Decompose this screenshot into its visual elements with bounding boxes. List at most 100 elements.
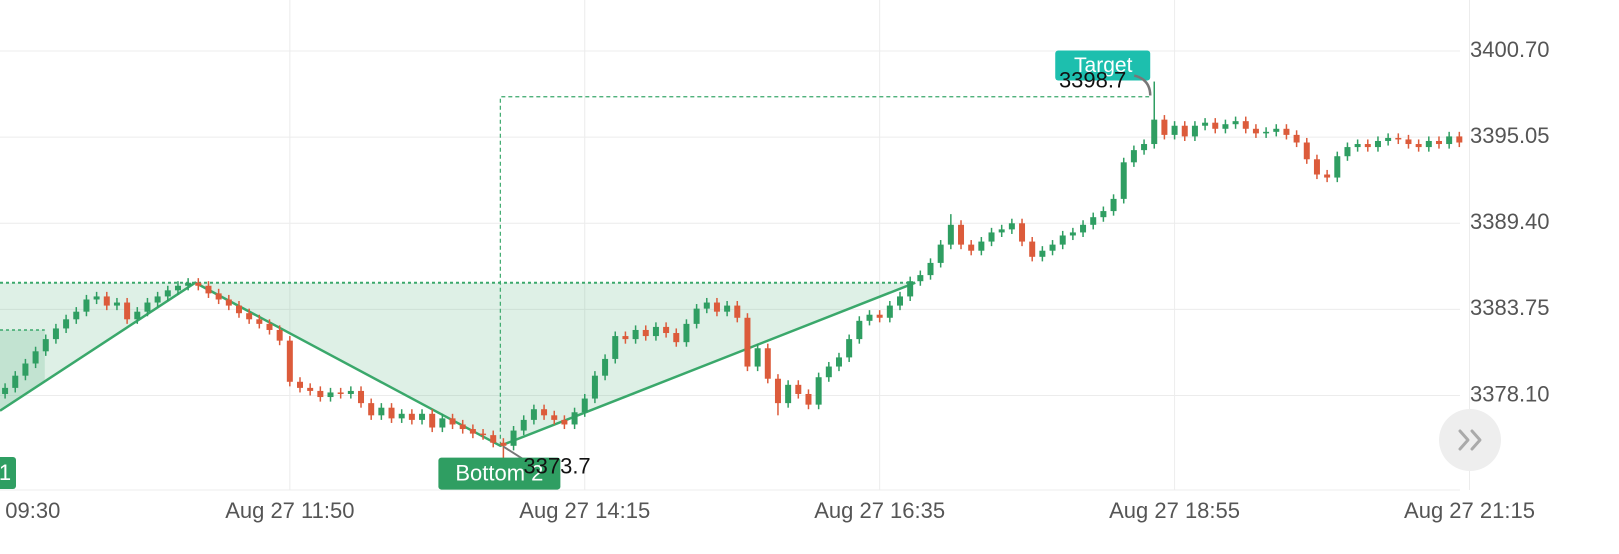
candle-body [256, 319, 263, 324]
candle-body [713, 302, 720, 312]
y-tick-label: 3389.40 [1470, 209, 1550, 234]
candle-body [764, 348, 771, 379]
candle-body [1446, 136, 1453, 145]
candle-body [388, 407, 395, 419]
candle-body [500, 442, 507, 446]
bottom-badge [438, 457, 561, 490]
bottom1-label: 1 [0, 460, 11, 485]
candle-body [1110, 198, 1117, 212]
candle-body [886, 305, 893, 318]
candle-body [1029, 241, 1036, 257]
candle-body [63, 319, 70, 329]
candle-body [1435, 140, 1442, 145]
candle-body [164, 290, 171, 297]
candle-body [480, 433, 487, 436]
x-tick-label: Aug 27 11:50 [225, 498, 354, 523]
candle-body [724, 305, 731, 312]
candle-body [673, 333, 680, 343]
candle-body [1415, 144, 1422, 148]
candle-body [1222, 124, 1229, 129]
button-bg[interactable] [1439, 409, 1501, 471]
candle-body [205, 285, 212, 294]
chevron-icon[interactable] [1458, 429, 1482, 451]
candle-body [42, 339, 49, 352]
candle-body [195, 282, 202, 286]
candle-body [632, 329, 639, 340]
candle-body [73, 311, 80, 320]
target-connector [1133, 74, 1152, 96]
bottom-label: Bottom 2 [455, 460, 543, 485]
candle-body [1080, 224, 1087, 233]
x-tick-label: Aug 27 14:15 [519, 498, 650, 523]
candle-body [602, 358, 609, 376]
pattern [0, 96, 1150, 448]
y-tick-label: 3400.70 [1470, 37, 1550, 62]
candle-body [113, 302, 120, 306]
candle-body [754, 348, 761, 367]
candle-body [225, 299, 232, 306]
candle-body [1202, 122, 1209, 126]
candle-body [520, 419, 527, 431]
target-badge [1055, 50, 1151, 81]
candle-body [835, 357, 842, 367]
candle-body [1364, 144, 1371, 148]
candle-body [1008, 223, 1015, 230]
candle-body [2, 387, 9, 394]
candle-body [795, 384, 802, 394]
candle-body [1456, 136, 1463, 143]
candle-body [449, 418, 456, 425]
candle-body [988, 232, 995, 242]
candle-body [1385, 137, 1392, 141]
candle-body [1374, 140, 1381, 148]
scroll-button[interactable] [1439, 409, 1501, 471]
x-tick-label: Aug 27 16:35 [814, 498, 945, 523]
candle-body [805, 393, 812, 405]
candle-body [398, 413, 405, 419]
candle-body [1344, 147, 1351, 157]
candle-body [774, 378, 781, 404]
y-tick-label: 3378.10 [1470, 381, 1550, 406]
candle-body [1395, 137, 1402, 140]
candle-body [947, 224, 954, 245]
bottom1-badge [0, 457, 16, 489]
candle-body [1283, 128, 1290, 135]
candle-body [1120, 162, 1127, 199]
candle-body [419, 413, 426, 420]
candle-body [1324, 174, 1331, 178]
candle-body [917, 275, 924, 282]
candle-body [12, 375, 19, 388]
candle-body [144, 302, 151, 312]
candle-body [978, 241, 985, 251]
candle-body [1425, 140, 1432, 148]
candle-body [1141, 144, 1148, 151]
candle-body [317, 390, 324, 398]
candle-body [510, 430, 517, 446]
candle-body [1100, 211, 1107, 218]
axes: 3378.10 3383.75 3389.40 3395.05 3400.70 Aug 2… [0, 37, 1550, 523]
candle-body [1242, 121, 1249, 129]
candle-body [551, 415, 558, 420]
candle-body [103, 296, 110, 306]
candle-body [378, 407, 385, 416]
target-value: 3398.7 [1059, 67, 1126, 92]
candle-body [937, 244, 944, 263]
candle-body [622, 336, 629, 340]
candle-body [530, 409, 537, 420]
candle-body [825, 366, 832, 378]
candle-body [1273, 128, 1280, 132]
candle-body [642, 329, 649, 337]
grid [0, 0, 1470, 491]
candle-body [1354, 144, 1361, 148]
candle-body [856, 320, 863, 340]
candle-body [174, 285, 181, 291]
candle-body [408, 413, 415, 420]
candle-body [22, 363, 29, 376]
candle-body [1212, 122, 1219, 129]
candle-body [1049, 244, 1056, 251]
candle-body [927, 262, 934, 276]
candle-body [93, 296, 100, 300]
candle-body [744, 317, 751, 367]
